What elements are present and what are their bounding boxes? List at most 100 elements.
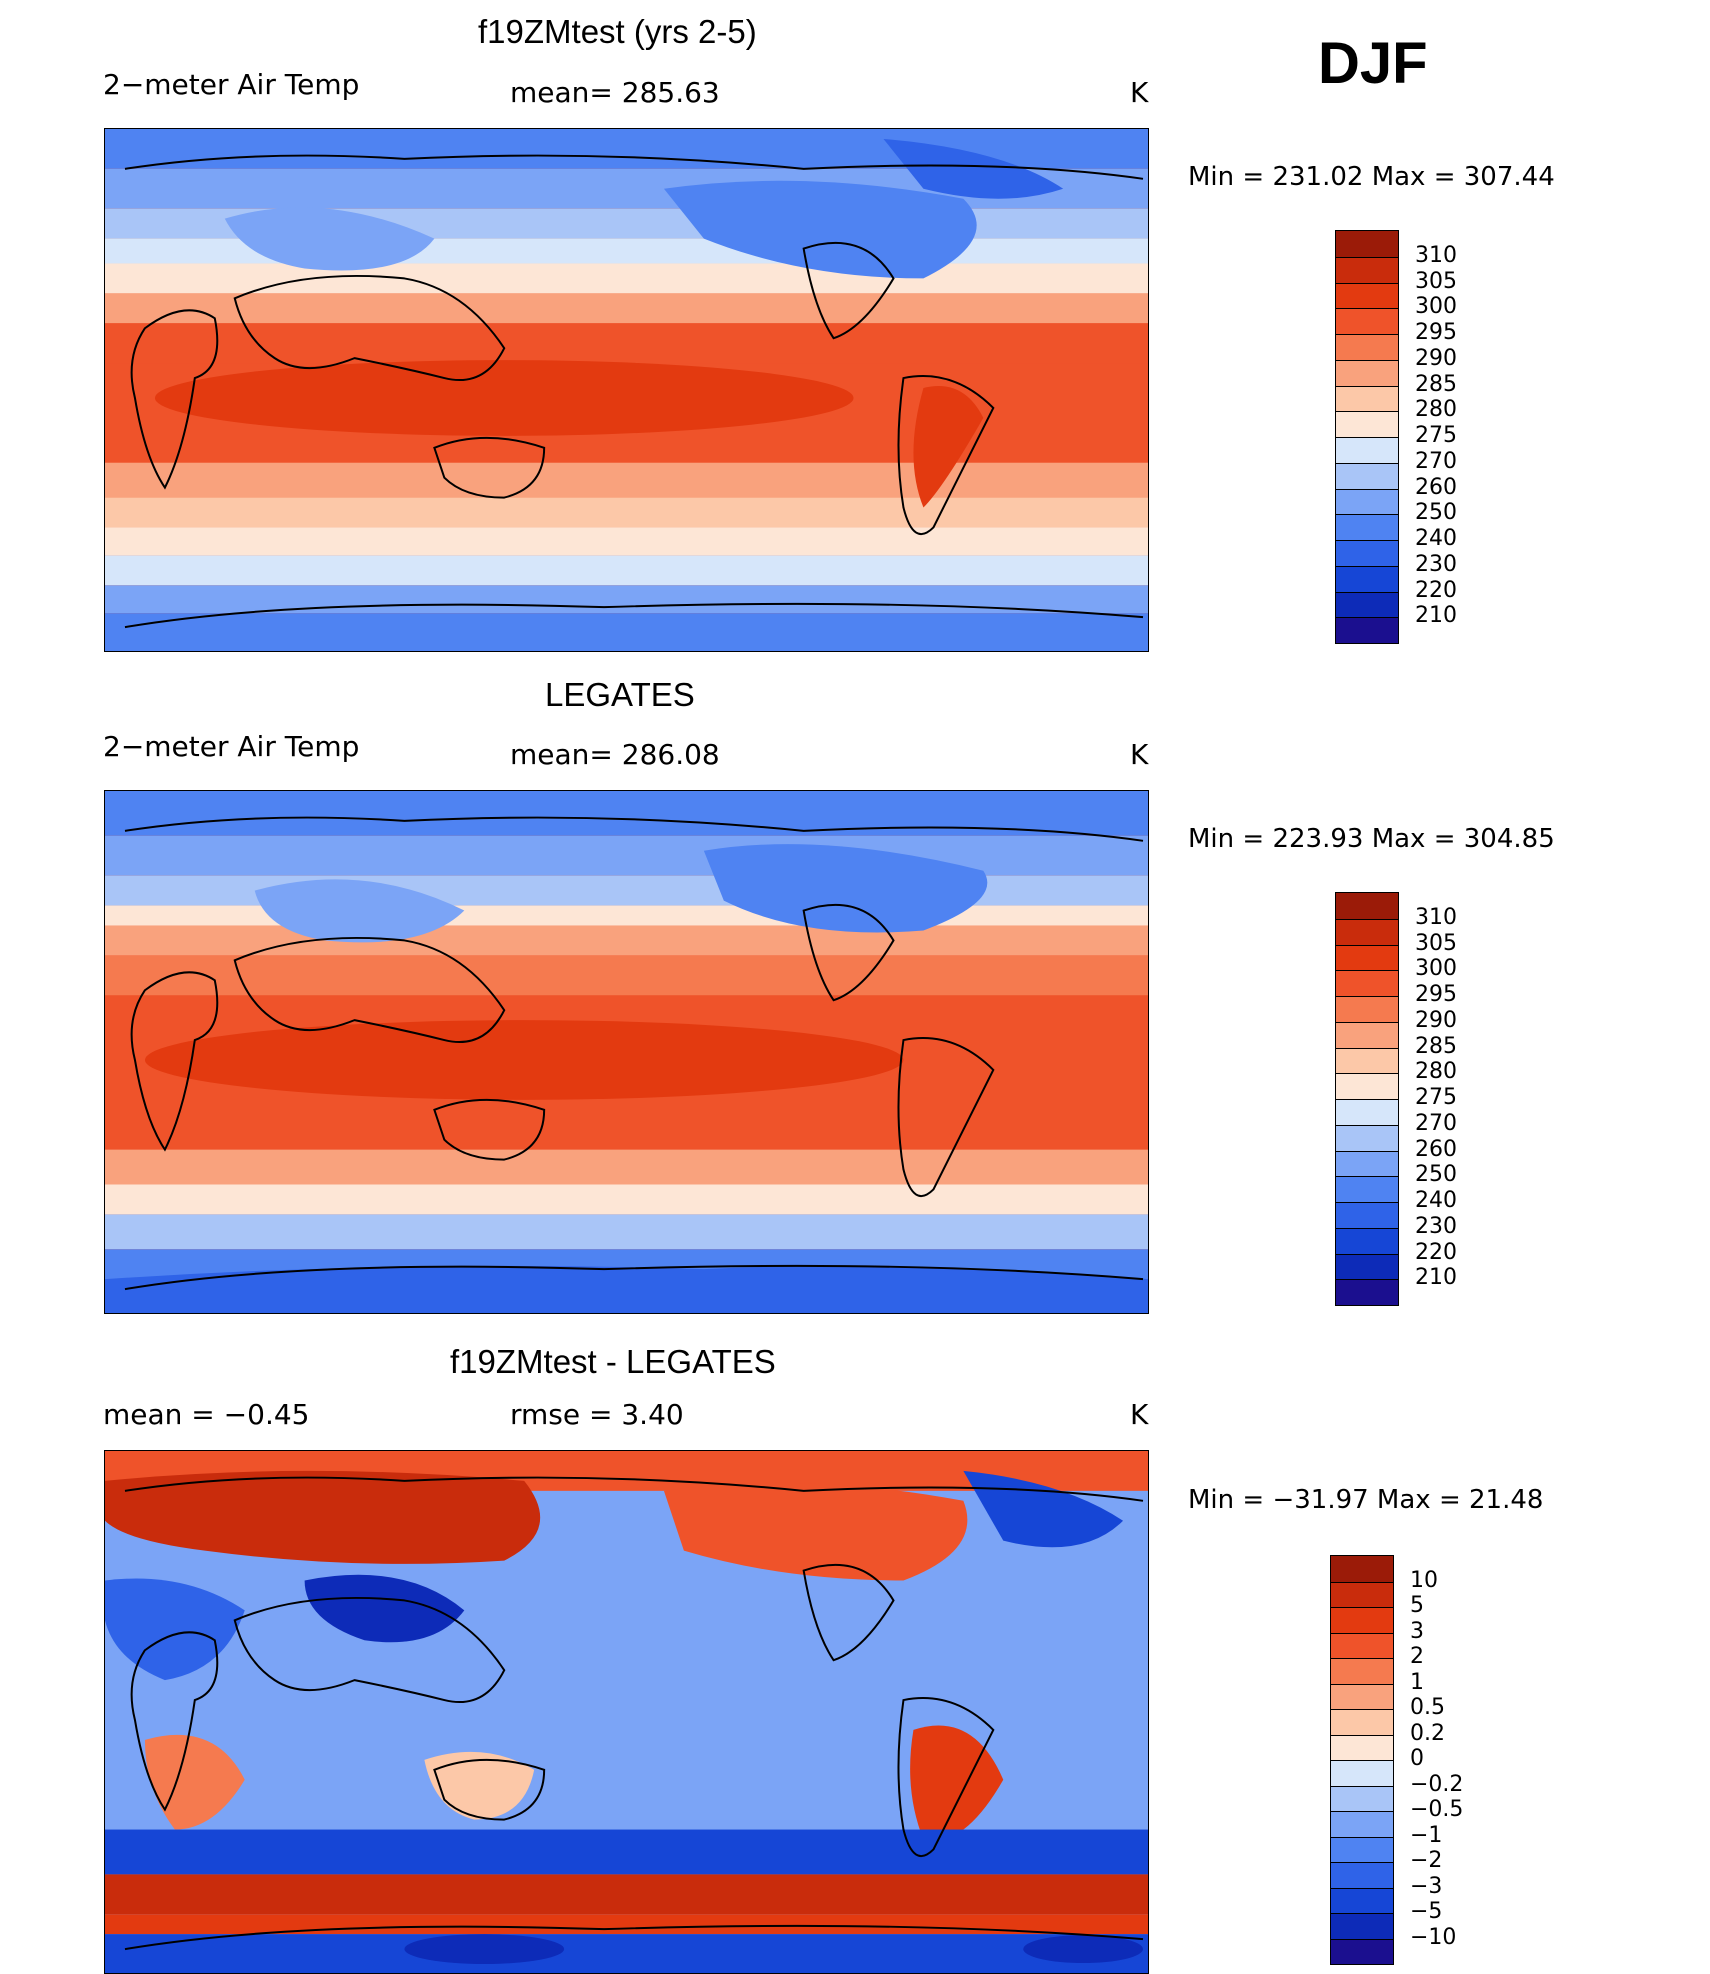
panel-1-units-label: K <box>1130 76 1149 109</box>
panel-1-mean-label: mean= 285.63 <box>510 76 720 109</box>
colorbar-tick-label: −0.2 <box>1410 1771 1464 1797</box>
colorbar-tick-label: 290 <box>1415 345 1457 371</box>
panel-3-rmse-label: rmse = 3.40 <box>510 1398 684 1431</box>
panel-3-minmax: Min = −31.97 Max = 21.48 <box>1188 1485 1544 1515</box>
colorbar-tick-label: 295 <box>1415 982 1457 1007</box>
panel-2-minmax: Min = 223.93 Max = 304.85 <box>1188 824 1555 854</box>
colorbar-swatch <box>1331 1938 1393 1964</box>
colorbar-swatch <box>1336 308 1398 334</box>
panel-1-map <box>104 128 1149 652</box>
colorbar-swatch <box>1336 893 1398 919</box>
colorbar-swatch <box>1331 1811 1393 1837</box>
panel-3-map <box>104 1450 1149 1974</box>
colorbar-swatch <box>1336 462 1398 489</box>
colorbar-tick-label: 290 <box>1415 1007 1457 1033</box>
colorbar-tick-label: 305 <box>1415 268 1457 294</box>
colorbar-tick-label: 220 <box>1415 1239 1457 1265</box>
colorbar-swatch <box>1331 1760 1393 1786</box>
panel-2-colorbar <box>1335 892 1399 1306</box>
panel-2-mean-label: mean= 286.08 <box>510 738 720 771</box>
colorbar-swatch <box>1331 1683 1393 1709</box>
colorbar-tick-label: 300 <box>1415 294 1457 320</box>
colorbar-tick-label: −5 <box>1410 1899 1443 1924</box>
season-label: DJF <box>1318 31 1428 96</box>
colorbar-swatch <box>1336 1176 1398 1202</box>
panel-2-variable-label: 2−meter Air Temp <box>103 730 360 763</box>
colorbar-tick-label: 295 <box>1415 320 1457 345</box>
colorbar-swatch <box>1336 996 1398 1022</box>
colorbar-swatch <box>1336 334 1398 360</box>
panel-1-colorbar <box>1335 230 1399 644</box>
panel-1-title: f19ZMtest (yrs 2-5) <box>478 13 757 50</box>
panel-2-map <box>104 790 1149 1314</box>
colorbar-swatch <box>1331 1913 1393 1939</box>
colorbar-tick-label: 220 <box>1415 577 1457 603</box>
colorbar-tick-label: 230 <box>1415 1213 1457 1239</box>
colorbar-tick-label: 250 <box>1415 1162 1457 1188</box>
colorbar-tick-label: 250 <box>1415 500 1457 526</box>
colorbar-tick-label: 1 <box>1410 1669 1424 1695</box>
panel-1-variable-label: 2−meter Air Temp <box>103 68 360 101</box>
panel-3-units-label: K <box>1130 1398 1149 1431</box>
colorbar-tick-label: 280 <box>1415 397 1457 423</box>
colorbar-swatch <box>1336 1099 1398 1125</box>
colorbar-tick-label: 210 <box>1415 1265 1457 1291</box>
colorbar-swatch <box>1336 1279 1398 1305</box>
colorbar-swatch <box>1336 1021 1398 1048</box>
colorbar-swatch <box>1336 231 1398 257</box>
panel-3-colorbar <box>1330 1555 1394 1965</box>
colorbar-tick-label: 0 <box>1410 1746 1424 1771</box>
panel-1-minmax: Min = 231.02 Max = 307.44 <box>1188 162 1555 192</box>
colorbar-swatch <box>1331 1556 1393 1582</box>
colorbar-swatch <box>1336 918 1398 945</box>
colorbar-tick-label: −10 <box>1410 1924 1457 1950</box>
colorbar-tick-label: 0.2 <box>1410 1720 1445 1746</box>
colorbar-swatch <box>1336 256 1398 283</box>
colorbar-tick-label: 5 <box>1410 1593 1424 1618</box>
colorbar-swatch <box>1336 385 1398 412</box>
panel-2-units-label: K <box>1130 738 1149 771</box>
colorbar-swatch <box>1336 565 1398 592</box>
colorbar-swatch <box>1336 1202 1398 1228</box>
panel-1-map-svg <box>105 129 1148 651</box>
colorbar-swatch <box>1331 1709 1393 1735</box>
colorbar-swatch <box>1336 437 1398 463</box>
colorbar-tick-label: 2 <box>1410 1644 1424 1669</box>
colorbar-tick-label: 210 <box>1415 603 1457 629</box>
colorbar-tick-label: 0.5 <box>1410 1695 1445 1720</box>
colorbar-swatch <box>1336 282 1398 309</box>
colorbar-swatch <box>1336 514 1398 540</box>
colorbar-swatch <box>1336 617 1398 643</box>
colorbar-tick-label: 260 <box>1415 474 1457 500</box>
colorbar-swatch <box>1336 1124 1398 1151</box>
colorbar-swatch <box>1336 411 1398 437</box>
colorbar-swatch <box>1336 970 1398 996</box>
colorbar-swatch <box>1336 1253 1398 1280</box>
colorbar-swatch <box>1331 1734 1393 1760</box>
colorbar-tick-label: 310 <box>1415 904 1457 930</box>
colorbar-swatch <box>1336 1150 1398 1177</box>
colorbar-swatch <box>1336 359 1398 386</box>
panel-3-title: f19ZMtest - LEGATES <box>450 1343 776 1380</box>
colorbar-swatch <box>1331 1836 1393 1862</box>
colorbar-swatch <box>1336 1047 1398 1074</box>
colorbar-tick-label: 275 <box>1415 423 1457 448</box>
colorbar-swatch <box>1331 1658 1393 1684</box>
colorbar-swatch <box>1331 1632 1393 1658</box>
colorbar-swatch <box>1336 591 1398 618</box>
colorbar-tick-label: 240 <box>1415 1188 1457 1213</box>
colorbar-swatch <box>1336 944 1398 971</box>
colorbar-swatch <box>1336 540 1398 566</box>
colorbar-tick-label: 285 <box>1415 1033 1457 1059</box>
colorbar-tick-label: 275 <box>1415 1085 1457 1110</box>
colorbar-tick-label: 300 <box>1415 956 1457 982</box>
colorbar-tick-label: 3 <box>1410 1618 1424 1644</box>
colorbar-tick-label: −2 <box>1410 1848 1443 1873</box>
colorbar-tick-label: −0.5 <box>1410 1797 1464 1822</box>
colorbar-swatch <box>1336 488 1398 515</box>
colorbar-tick-label: 260 <box>1415 1136 1457 1162</box>
colorbar-tick-label: 310 <box>1415 242 1457 268</box>
colorbar-swatch <box>1331 1581 1393 1607</box>
colorbar-swatch <box>1336 1073 1398 1099</box>
colorbar-tick-label: 270 <box>1415 1110 1457 1136</box>
